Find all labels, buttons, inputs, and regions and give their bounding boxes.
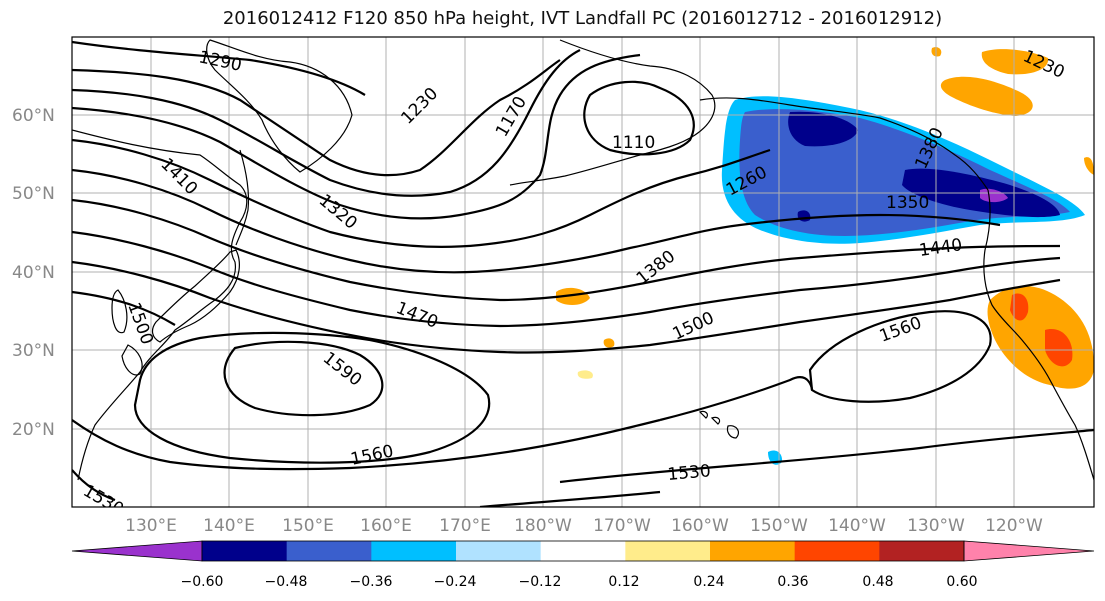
colorbar-segment — [540, 541, 626, 561]
colorbar — [71, 540, 1095, 562]
colorbar-segment — [625, 541, 711, 561]
longitude-labels: 130°E 140°E 150°E 160°E 170°E 180°W 170°… — [125, 516, 1043, 536]
lon-label: 150°E — [282, 516, 334, 536]
lat-label: 30°N — [12, 341, 55, 361]
lon-label: 120°W — [985, 516, 1043, 536]
lon-label: 160°E — [360, 516, 412, 536]
map-frame — [71, 36, 1095, 508]
lon-label: 170°W — [593, 516, 651, 536]
contour-label: 1530 — [667, 461, 712, 485]
lat-label: 50°N — [12, 184, 55, 204]
lon-label: 130°E — [125, 516, 177, 536]
latitude-labels: 60°N 50°N 40°N 30°N 20°N — [12, 106, 55, 440]
colorbar-tick-label: −0.24 — [434, 574, 477, 590]
lon-label: 180°W — [514, 516, 572, 536]
colorbar-tick-label: 0.36 — [777, 574, 808, 590]
colorbar-tick-label: −0.48 — [265, 574, 308, 590]
lon-label: 160°W — [671, 516, 729, 536]
colorbar-segment — [710, 541, 796, 561]
map-title: 2016012412 F120 850 hPa height, IVT Land… — [222, 8, 943, 29]
lon-label: 140°W — [828, 516, 886, 536]
lon-label: 140°E — [203, 516, 255, 536]
contour-label: 1350 — [886, 193, 929, 213]
height-contours — [72, 40, 1094, 507]
colorbar-extend-min — [71, 540, 203, 562]
colorbar-tick-labels: −0.60 −0.48 −0.36 −0.24 −0.12 0.12 0.24 … — [181, 574, 978, 590]
colorbar-segment — [794, 541, 880, 561]
colorbar-segment — [371, 541, 457, 561]
lon-label: 170°E — [439, 516, 491, 536]
colorbar-segment — [202, 541, 288, 561]
colorbar-extend-max — [963, 540, 1095, 562]
lat-label: 40°N — [12, 263, 55, 283]
gridlines — [72, 37, 1094, 507]
lat-label: 60°N — [12, 106, 55, 126]
colorbar-segment — [879, 541, 965, 561]
colorbar-tick-label: 0.48 — [862, 574, 893, 590]
colorbar-tick-label: 0.12 — [608, 574, 639, 590]
lat-label: 20°N — [12, 420, 55, 440]
colorbar-segment — [456, 541, 542, 561]
colorbar-tick-label: −0.60 — [181, 574, 224, 590]
colorbar-tick-label: 0.24 — [693, 574, 724, 590]
lon-label: 150°W — [750, 516, 808, 536]
colorbar-tick-label: −0.12 — [519, 574, 562, 590]
colorbar-tick-label: 0.60 — [946, 574, 977, 590]
colorbar-outline — [201, 540, 965, 562]
colorbar-tick-label: −0.36 — [350, 574, 393, 590]
lon-label: 130°W — [907, 516, 965, 536]
colorbar-segment — [286, 541, 372, 561]
contour-label: 1110 — [612, 133, 655, 153]
